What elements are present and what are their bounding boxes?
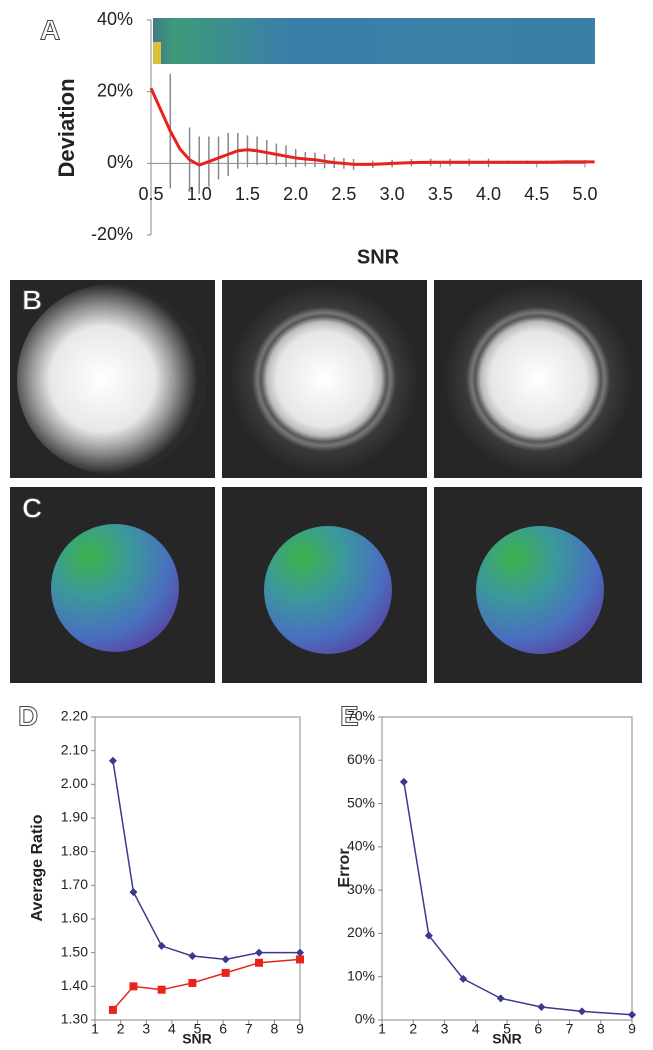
- image-spot: [17, 284, 207, 474]
- panel-label: A: [40, 14, 60, 45]
- x-tick-label: 3.5: [428, 184, 453, 204]
- x-tick-label: 8: [270, 1021, 278, 1037]
- marker: [157, 941, 166, 950]
- marker: [188, 978, 197, 987]
- y-tick-label: 2.20: [61, 708, 88, 724]
- y-axis-label: Error: [336, 848, 353, 887]
- data-line: [149, 87, 595, 167]
- panel-label: C: [22, 492, 42, 523]
- marker: [221, 968, 230, 977]
- panel-label: E: [340, 700, 359, 731]
- x-axis-label: SNR: [182, 1031, 212, 1047]
- y-tick-label: 1.70: [61, 876, 88, 892]
- image-spot: [443, 284, 633, 474]
- panel-label: D: [18, 700, 38, 731]
- x-tick-label: 1: [378, 1021, 386, 1037]
- image-spot: [229, 284, 419, 474]
- x-tick-label: 3.0: [380, 184, 405, 204]
- x-tick-label: 7: [566, 1021, 574, 1037]
- y-tick-label: 40%: [347, 838, 375, 854]
- marker: [628, 1010, 636, 1019]
- marker: [157, 985, 166, 994]
- x-tick-label: 2: [117, 1021, 125, 1037]
- y-tick-label: 1.60: [61, 910, 88, 926]
- data-line: [403, 781, 633, 1016]
- y-tick-label: 1.80: [61, 842, 88, 858]
- x-tick-label: 7: [245, 1021, 253, 1037]
- marker: [188, 952, 197, 961]
- x-tick-label: 9: [628, 1021, 636, 1037]
- x-tick-label: 8: [597, 1021, 605, 1037]
- marker: [255, 958, 263, 967]
- x-tick-label: 5: [194, 1021, 202, 1037]
- y-tick-label: 20%: [97, 80, 133, 100]
- x-tick-label: 2: [409, 1021, 417, 1037]
- x-tick-label: 2.0: [283, 184, 308, 204]
- y-tick-label: 20%: [347, 924, 375, 940]
- marker: [296, 948, 304, 957]
- y-tick-label: 10%: [347, 967, 375, 983]
- x-tick-label: 4.0: [476, 184, 501, 204]
- x-tick-label: 3: [142, 1021, 150, 1037]
- panel-label: B: [22, 284, 42, 315]
- y-tick-label: 70%: [347, 708, 375, 724]
- marker: [296, 955, 304, 964]
- colormap: [51, 524, 179, 652]
- data-line: [112, 760, 300, 961]
- x-tick-label: 2.5: [331, 184, 356, 204]
- marker: [221, 955, 230, 964]
- x-tick-label: 6: [219, 1021, 227, 1037]
- x-tick-label: 4.5: [524, 184, 549, 204]
- y-axis-label: Average Ratio: [29, 814, 46, 921]
- y-axis-label: Deviation: [54, 78, 79, 177]
- y-tick-label: 1.50: [61, 943, 88, 959]
- x-tick-label: 5.0: [572, 184, 597, 204]
- plot-frame: [94, 716, 301, 1021]
- marker: [424, 931, 433, 940]
- marker: [578, 1007, 586, 1016]
- marker: [108, 756, 117, 765]
- x-tick-label: 4: [472, 1021, 480, 1037]
- y-tick-label: 1.30: [61, 1011, 88, 1027]
- y-tick-label: 60%: [347, 751, 375, 767]
- y-tick-label: -20%: [91, 224, 133, 244]
- y-tick-label: 0%: [355, 1011, 375, 1027]
- marker: [129, 888, 138, 897]
- marker: [129, 982, 138, 991]
- x-tick-label: 1.5: [235, 184, 260, 204]
- x-tick-label: 3: [441, 1021, 449, 1037]
- marker: [496, 994, 505, 1003]
- marker: [459, 974, 468, 983]
- x-tick-label: 6: [534, 1021, 542, 1037]
- x-axis-label: SNR: [492, 1031, 522, 1047]
- y-tick-label: 2.10: [61, 741, 88, 757]
- marker: [255, 948, 263, 957]
- x-tick-label: 4: [168, 1021, 176, 1037]
- colormap: [476, 526, 604, 654]
- x-tick-label: 5: [503, 1021, 511, 1037]
- panel-c: C: [10, 487, 642, 683]
- x-tick-label: 0.5: [138, 184, 163, 204]
- plot-frame: [381, 716, 633, 1021]
- y-tick-label: 1.40: [61, 977, 88, 993]
- y-tick-label: 30%: [347, 881, 375, 897]
- data-line: [112, 958, 301, 1011]
- y-tick-label: 0%: [107, 152, 133, 172]
- heatmap-hotspot: [153, 42, 161, 64]
- y-tick-label: 2.00: [61, 775, 88, 791]
- marker: [537, 1003, 546, 1012]
- marker: [108, 1005, 117, 1014]
- x-tick-label: 9: [296, 1021, 304, 1037]
- x-tick-label: 1: [91, 1021, 99, 1037]
- marker: [399, 777, 408, 786]
- x-axis-label: SNR: [357, 246, 400, 268]
- heatmap-strip: [153, 18, 595, 64]
- panel-b: B: [10, 280, 642, 478]
- y-tick-label: 40%: [97, 9, 133, 29]
- colormap: [264, 526, 392, 654]
- y-tick-label: 50%: [347, 794, 375, 810]
- y-tick-label: 1.90: [61, 809, 88, 825]
